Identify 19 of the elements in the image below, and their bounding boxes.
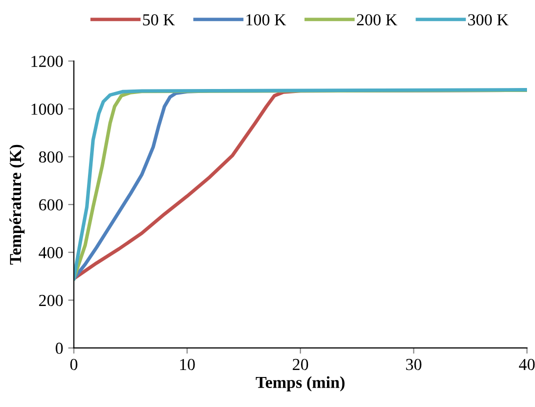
- x-tick-label: 0: [70, 358, 78, 370]
- y-tick-label: 1200: [32, 56, 63, 67]
- y-axis-title: Température (K): [9, 144, 25, 265]
- x-tick-label: 40: [518, 358, 535, 370]
- legend-label: 50 K: [143, 14, 175, 26]
- y-tick-label: 800: [39, 151, 63, 163]
- y-tick-label: 400: [38, 247, 63, 258]
- x-tick-label: 10: [180, 358, 195, 370]
- x-axis-title: Temps (min): [256, 376, 345, 392]
- x-tick-label: 30: [406, 358, 422, 370]
- y-tick-label: 200: [39, 294, 63, 306]
- line-series: [74, 88, 527, 280]
- legend-label: 100 K: [246, 14, 286, 26]
- y-tick-label: 0: [56, 342, 63, 354]
- y-tick-label: 1000: [32, 104, 63, 115]
- y-tick-label: 600: [39, 199, 63, 210]
- legend-label: 300 K: [468, 14, 508, 26]
- x-tick-label: 20: [292, 358, 308, 370]
- legend-label: 200 K: [356, 14, 398, 26]
